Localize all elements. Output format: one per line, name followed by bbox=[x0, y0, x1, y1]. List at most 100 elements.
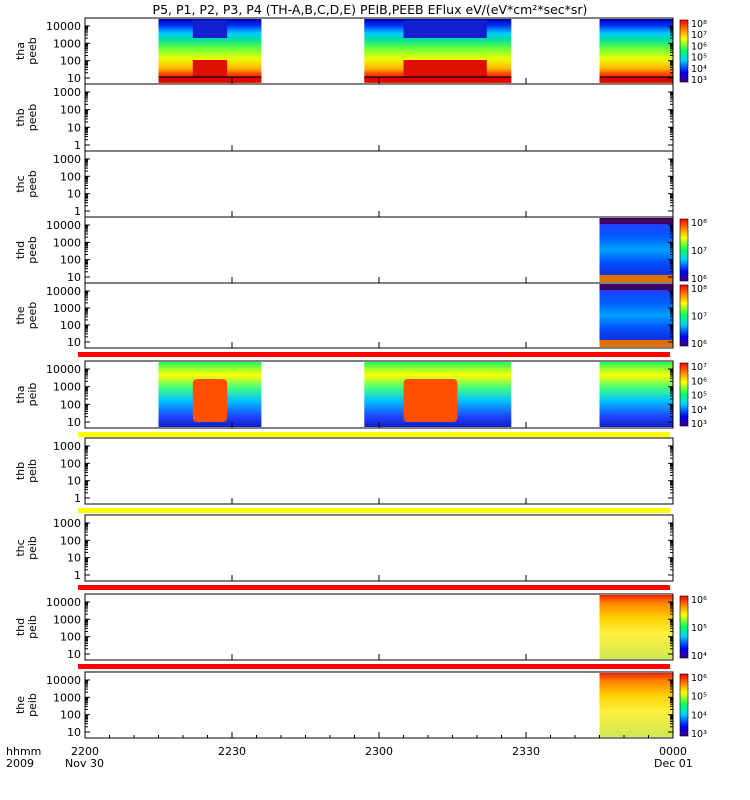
panel-frame bbox=[84, 150, 674, 218]
y-tick-label: 1 bbox=[74, 569, 81, 582]
low-flux-band bbox=[403, 20, 487, 38]
y-tick-label: 100 bbox=[60, 104, 81, 117]
panel-label: peib bbox=[26, 615, 39, 639]
colorbar-tick-label: 10⁶ bbox=[691, 41, 707, 52]
colorbar-tick-label: 10⁴ bbox=[691, 64, 707, 75]
data-block bbox=[599, 673, 673, 737]
panel-label: tha bbox=[14, 42, 27, 60]
panel-label: peeb bbox=[26, 302, 39, 330]
y-tick-label: 10 bbox=[67, 336, 81, 349]
panel-frame bbox=[84, 282, 674, 349]
x-tick-label: 0000 bbox=[659, 745, 687, 758]
y-tick-label: 1 bbox=[74, 205, 81, 218]
colorbar-tick-label: 10⁸ bbox=[691, 218, 707, 229]
x-year-label: 2009 bbox=[6, 757, 34, 770]
y-tick-label: 10 bbox=[67, 271, 81, 284]
panel-frame bbox=[84, 437, 674, 505]
colorbar-tick-label: 10³ bbox=[691, 75, 707, 86]
y-tick-label: 100 bbox=[60, 631, 81, 644]
top-band bbox=[599, 284, 673, 290]
y-tick-label: 1000 bbox=[53, 381, 81, 394]
x-tick-label: 2300 bbox=[365, 745, 393, 758]
y-tick-label: 10000 bbox=[46, 20, 81, 33]
panel-label: thb bbox=[14, 462, 27, 480]
bottom-band bbox=[599, 275, 673, 282]
colorbar bbox=[679, 673, 689, 737]
colorbar-tick-label: 10⁷ bbox=[691, 312, 707, 323]
high-flux-band bbox=[192, 60, 228, 78]
y-tick-label: 1000 bbox=[53, 86, 81, 99]
panel-the-peib: 10000 1000 100 10 the peib 10⁶ 10⁵ 10⁴ 10³ bbox=[14, 671, 707, 740]
y-tick-label: 10 bbox=[67, 552, 81, 565]
panel-label: peeb bbox=[26, 104, 39, 132]
x-end-date-label: Dec 01 bbox=[654, 757, 693, 770]
top-band bbox=[599, 218, 673, 224]
low-flux-band bbox=[192, 20, 228, 38]
data-block bbox=[599, 218, 673, 282]
panel-frame bbox=[84, 216, 674, 284]
quality-flag-bar bbox=[78, 508, 670, 513]
y-tick-label: 1000 bbox=[53, 37, 81, 50]
colorbar-tick-label: 10⁴ bbox=[691, 405, 707, 416]
colorbar-tick-label: 10⁷ bbox=[691, 30, 707, 41]
low-energy-band bbox=[364, 77, 512, 82]
panel-label: peib bbox=[26, 459, 39, 483]
quality-flag-bar bbox=[78, 432, 670, 437]
y-tick-label: 100 bbox=[60, 319, 81, 332]
colorbar-tick-label: 10⁶ bbox=[691, 274, 707, 285]
panel-frame bbox=[84, 514, 674, 582]
high-flux-band bbox=[403, 379, 458, 422]
y-tick-label: 1000 bbox=[53, 302, 81, 315]
panel-label: the bbox=[14, 696, 27, 714]
panel-frame bbox=[84, 83, 674, 152]
quality-flag-bar bbox=[78, 664, 670, 669]
y-tick-label: 10 bbox=[67, 726, 81, 739]
panel-label: thb bbox=[14, 108, 27, 126]
y-tick-label: 10 bbox=[67, 121, 81, 134]
colorbar-tick-label: 10⁵ bbox=[691, 391, 707, 402]
y-tick-label: 100 bbox=[60, 457, 81, 470]
colorbar bbox=[679, 284, 689, 347]
panel-label: peib bbox=[26, 536, 39, 560]
panel-thd-peib: 10000 1000 100 10 thd peib 10⁶ 10⁵ 10⁴ bbox=[14, 593, 707, 669]
panel-label: peeb bbox=[26, 236, 39, 264]
y-tick-label: 100 bbox=[60, 254, 81, 267]
y-tick-label: 1000 bbox=[53, 613, 81, 626]
panel-label: peeb bbox=[26, 170, 39, 198]
panel-label: peib bbox=[26, 693, 39, 717]
y-tick-label: 10000 bbox=[46, 363, 81, 376]
y-tick-label: 10000 bbox=[46, 219, 81, 232]
colorbar-tick-label: 10⁷ bbox=[691, 246, 707, 257]
y-tick-label: 1000 bbox=[53, 236, 81, 249]
panel-thc-peib: 1000 100 10 1 thc peib bbox=[14, 514, 674, 590]
colorbar-tick-label: 10³ bbox=[691, 419, 707, 430]
high-flux-band bbox=[192, 379, 228, 422]
x-start-date-label: Nov 30 bbox=[65, 757, 104, 770]
quality-flag-bar bbox=[78, 585, 670, 590]
y-tick-label: 1000 bbox=[53, 517, 81, 530]
y-tick-label: 1000 bbox=[53, 153, 81, 166]
y-tick-label: 10 bbox=[67, 188, 81, 201]
colorbar-tick-label: 10⁸ bbox=[691, 284, 707, 295]
panel-label: peeb bbox=[26, 37, 39, 65]
y-tick-label: 1000 bbox=[53, 691, 81, 704]
data-block bbox=[599, 19, 673, 83]
high-flux-band bbox=[403, 60, 487, 78]
y-tick-label: 100 bbox=[60, 55, 81, 68]
quality-flag-bar bbox=[78, 352, 670, 357]
x-tick-label: 2330 bbox=[512, 745, 540, 758]
colorbar-tick-label: 10⁶ bbox=[691, 339, 707, 350]
y-tick-label: 10000 bbox=[46, 596, 81, 609]
y-tick-label: 100 bbox=[60, 709, 81, 722]
panel-frame bbox=[84, 671, 674, 739]
panel-frame bbox=[84, 593, 674, 661]
y-tick-label: 10000 bbox=[46, 674, 81, 687]
panel-label: thd bbox=[14, 618, 27, 636]
panel-label: peib bbox=[26, 383, 39, 407]
y-tick-label: 1 bbox=[74, 139, 81, 152]
panel-thb-peib: 1000 100 10 1 thb peib bbox=[14, 437, 674, 513]
y-tick-label: 10 bbox=[67, 475, 81, 488]
colorbar-tick-label: 10⁶ bbox=[691, 376, 707, 387]
colorbar bbox=[679, 218, 689, 282]
